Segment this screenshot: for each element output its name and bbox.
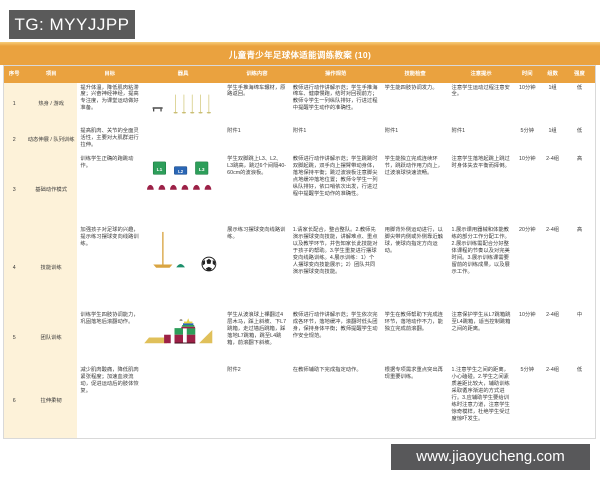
svg-text:L3: L3 <box>199 166 205 172</box>
svg-text:L1: L1 <box>157 166 163 172</box>
svg-text:L2: L2 <box>178 168 184 173</box>
